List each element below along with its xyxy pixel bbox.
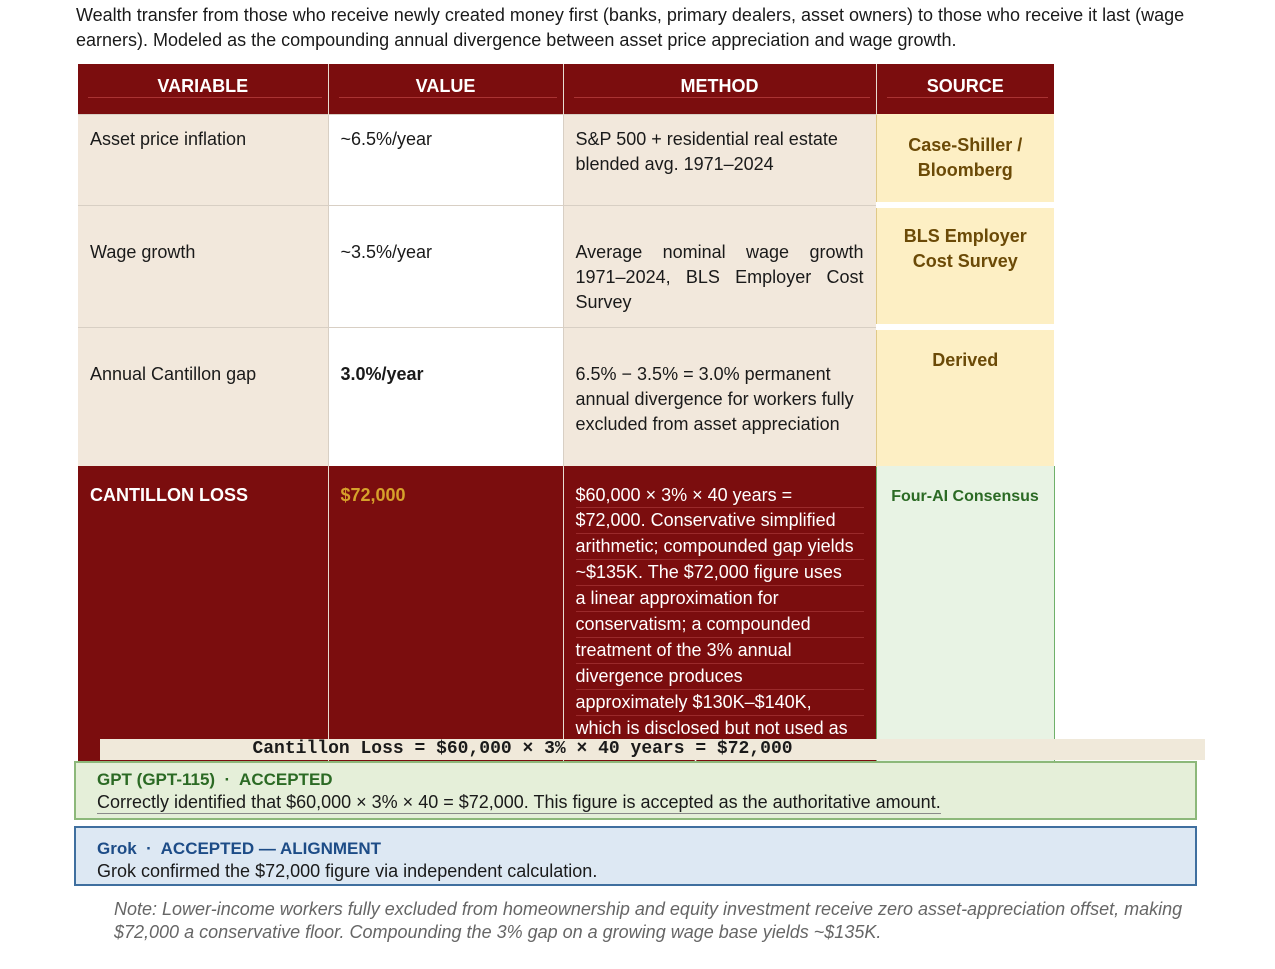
method-line: conservatism; a compounded <box>575 612 864 638</box>
method-line: a linear approximation for <box>575 586 864 613</box>
grok-review-box: Grok · ACCEPTED — ALIGNMENT Grok confirm… <box>74 826 1197 886</box>
grok-review-text: Grok confirmed the $72,000 figure via in… <box>97 861 598 881</box>
footnote: Note: Lower-income workers fully exclude… <box>114 899 1183 942</box>
method-line: $72,000. Conservative simplified <box>575 508 864 535</box>
gpt-review-box: GPT (GPT-115) · ACCEPTED Correctly ident… <box>74 761 1197 820</box>
grok-review-heading: Grok · ACCEPTED — ALIGNMENT <box>97 838 1174 860</box>
cantillon-table: VARIABLE VALUE METHOD SOURCE Asset price… <box>78 64 1055 784</box>
value-cell: ~3.5%/year <box>327 204 563 327</box>
method-cell: Average nominal wage growth 1971–2024, B… <box>562 204 876 327</box>
variable-cell: Asset price inflation <box>78 113 328 205</box>
source-cell: Case-Shiller / Bloomberg <box>875 114 1054 205</box>
method-line: approximately $130K–$140K, <box>575 690 864 716</box>
total-method-cell: $60,000 × 3% × 40 years = $72,000. Conser… <box>562 465 876 784</box>
table-row: Annual Cantillon gap 3.0%/year 6.5% − 3.… <box>78 324 1054 466</box>
review-status: ACCEPTED <box>239 770 333 789</box>
method-line: which is disclosed but not used as <box>575 716 864 742</box>
total-method-text: $60,000 × 3% × 40 years = $72,000. Conser… <box>575 483 864 768</box>
table-row: Asset price inflation ~6.5%/year S&P 500… <box>78 113 1054 205</box>
value-cell: ~6.5%/year <box>327 113 563 205</box>
formula-bar: Cantillon Loss = $60,000 × 3% × 40 years… <box>100 739 1205 760</box>
separator: · <box>146 839 152 858</box>
header-variable: VARIABLE <box>78 64 328 114</box>
table-header-row: VARIABLE VALUE METHOD SOURCE <box>78 64 1054 114</box>
gap-value: 3.0%/year <box>340 363 424 384</box>
reviewer-name: GPT (GPT-115) <box>97 770 216 789</box>
method-line: $60,000 × 3% × 40 years = <box>575 483 864 509</box>
intro-paragraph: Wealth transfer from those who receive n… <box>76 5 1185 50</box>
loss-value: $72,000 <box>340 484 406 505</box>
value-cell: 3.0%/year <box>327 326 563 466</box>
method-line: treatment of the 3% annual <box>575 638 864 664</box>
separator: · <box>224 770 231 789</box>
variable-cell: Wage growth <box>78 204 328 327</box>
gpt-review-text: Correctly identified that $60,000 × 3% ×… <box>97 792 941 814</box>
method-line: divergence produces <box>575 664 864 690</box>
header-value: VALUE <box>327 64 563 114</box>
reviewer-name: Grok <box>97 839 137 858</box>
source-cell: BLS Employer Cost Survey <box>875 202 1054 327</box>
method-line: arithmetic; compounded gap yields <box>575 534 864 561</box>
header-method: METHOD <box>562 64 876 114</box>
method-cell: S&P 500 + residential real estate blende… <box>562 113 876 205</box>
variable-cell: Annual Cantillon gap <box>78 326 328 466</box>
source-cell: Derived <box>875 324 1054 466</box>
method-cell: 6.5% − 3.5% = 3.0% permanent annual dive… <box>562 326 876 466</box>
review-status: ACCEPTED — ALIGNMENT <box>160 839 382 858</box>
method-line: ~$135K. The $72,000 figure uses <box>575 560 864 587</box>
header-source: SOURCE <box>875 64 1054 114</box>
total-row: CANTILLON LOSS $72,000 $60,000 × 3% × 40… <box>78 465 1055 784</box>
total-variable-cell: CANTILLON LOSS <box>78 465 328 784</box>
total-source-cell: Four-AI Consensus <box>875 466 1055 784</box>
gpt-review-heading: GPT (GPT-115) · ACCEPTED <box>97 769 1174 791</box>
total-value-cell: $72,000 <box>327 465 563 784</box>
table-row: Wage growth ~3.5%/year Average nominal w… <box>78 202 1054 327</box>
